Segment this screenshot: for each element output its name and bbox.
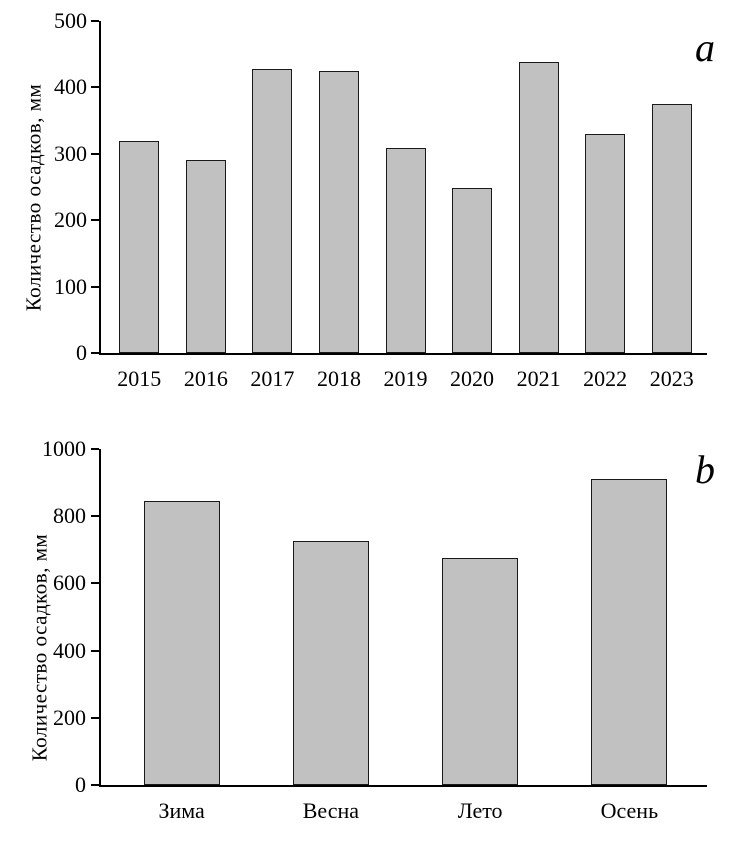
y-tick-mark-b-400 <box>91 649 99 652</box>
x-category-label-2023: 2023 <box>649 366 694 391</box>
bar-2020 <box>452 188 493 353</box>
x-category-label-2020: 2020 <box>450 366 495 391</box>
y-tick-label-a-400: 400 <box>54 74 87 100</box>
axes-a <box>99 21 707 355</box>
bar-Зима <box>143 501 220 785</box>
y-tick-mark-a-500 <box>91 20 99 22</box>
bar-2015 <box>119 140 160 353</box>
bar-2019 <box>385 148 426 353</box>
y-tick-label-b-200: 200 <box>53 704 86 730</box>
y-tick-mark-a-200 <box>91 219 99 222</box>
bar-Осень <box>591 479 668 785</box>
y-tick-mark-a-100 <box>91 285 99 288</box>
y-tick-mark-a-0 <box>91 352 99 354</box>
x-category-label-2017: 2017 <box>250 366 295 391</box>
x-category-label-2015: 2015 <box>117 366 162 391</box>
x-category-label-2019: 2019 <box>383 366 428 391</box>
x-category-label-2018: 2018 <box>316 366 361 391</box>
y-tick-mark-b-1000 <box>91 448 99 450</box>
x-category-label-Зима: Зима <box>158 798 205 823</box>
bar-2021 <box>518 62 559 353</box>
y-tick-mark-a-400 <box>91 86 99 89</box>
x-category-label-2021: 2021 <box>516 366 561 391</box>
x-category-label-Лето: Лето <box>457 798 503 823</box>
bar-2023 <box>651 104 692 353</box>
panel-label-b: b <box>695 447 715 492</box>
y-tick-label-a-500: 500 <box>54 8 87 33</box>
bar-2016 <box>185 160 226 353</box>
bar-2017 <box>252 69 293 353</box>
x-category-label-Осень: Осень <box>600 798 659 823</box>
axes-b <box>99 449 707 787</box>
y-tick-mark-b-800 <box>91 515 99 518</box>
bar-Весна <box>292 541 369 785</box>
y-tick-label-b-1000: 1000 <box>42 436 86 461</box>
y-tick-label-b-800: 800 <box>53 503 86 529</box>
y-tick-mark-b-0 <box>91 784 99 786</box>
y-tick-label-a-300: 300 <box>54 140 87 166</box>
y-tick-mark-b-200 <box>91 716 99 719</box>
bar-2018 <box>318 71 359 353</box>
x-category-label-2016: 2016 <box>183 366 228 391</box>
y-tick-mark-a-300 <box>91 152 99 155</box>
x-category-label-2022: 2022 <box>583 366 628 391</box>
y-tick-label-b-400: 400 <box>53 637 86 663</box>
x-category-label-Весна: Весна <box>302 798 360 823</box>
y-tick-label-b-600: 600 <box>53 570 86 596</box>
bar-Лето <box>442 558 519 785</box>
panel-label-a: a <box>695 25 715 70</box>
y-tick-label-a-100: 100 <box>54 273 87 299</box>
bar-2022 <box>585 133 626 353</box>
y-tick-label-b-0: 0 <box>75 772 86 797</box>
y-tick-label-a-0: 0 <box>76 340 87 365</box>
y-tick-label-a-200: 200 <box>54 207 87 233</box>
y-tick-mark-b-600 <box>91 582 99 585</box>
